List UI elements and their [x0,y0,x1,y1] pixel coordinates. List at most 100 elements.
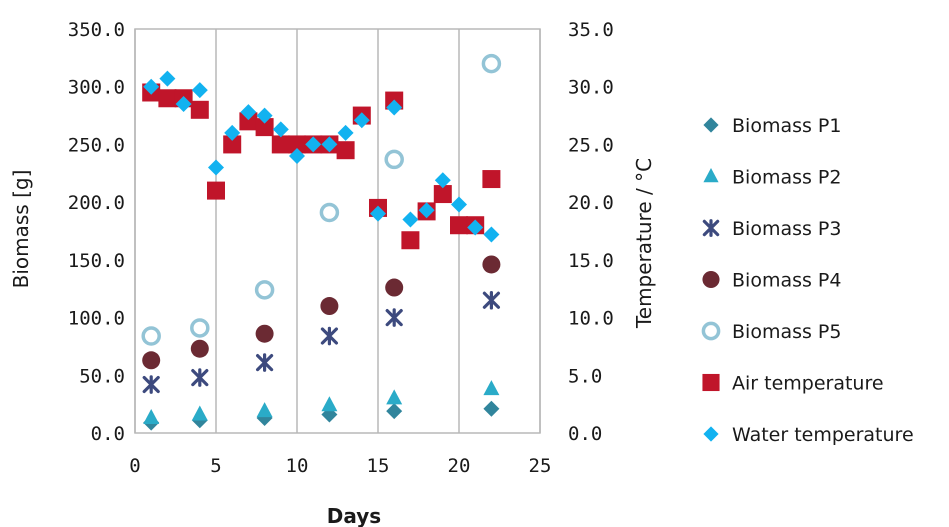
y2-tick-label: 5.0 [568,365,602,387]
x-tick-label: 15 [367,455,390,477]
data-point-biomass-p4 [190,339,209,358]
data-point-biomass-p3 [256,353,274,372]
legend-marker-biomass-p2 [703,167,719,183]
data-point-water-temperature [451,196,467,213]
data-point-water-temperature [337,124,354,141]
data-point-biomass-p2 [256,402,273,418]
axes: 0 5 10 15 20 250.050.0100.0150.0200.0250.0300… [68,19,614,477]
data-point-water-temperature [483,226,500,243]
data-point-water-temperature [289,147,305,164]
data-point-biomass-p4 [320,297,339,316]
y-tick-label: 150.0 [68,250,125,272]
data-point-water-temperature [434,172,451,189]
y2-tick-label: 0.0 [568,423,602,445]
data-point-water-temperature [386,99,403,116]
y2-tick-label: 30.0 [568,77,614,99]
legend-marker-biomass-p5 [701,321,721,341]
data-point-biomass-p4 [142,351,161,370]
data-point-water-temperature [143,78,160,95]
data-point-water-temperature [418,202,435,219]
data-point-water-temperature [240,104,257,121]
legend-marker-air-temperature [702,373,720,392]
data-point-water-temperature [467,219,484,236]
legend-label-biomass-p5: Biomass P5 [732,321,841,343]
data-point-air-temperature [450,216,468,235]
data-point-air-temperature [190,100,209,119]
data-point-water-temperature [191,82,208,99]
legend-label-biomass-p2: Biomass P2 [732,167,841,189]
legend-label-biomass-p4: Biomass P4 [732,270,841,292]
data-point-biomass-p3 [191,368,209,387]
data-point-biomass-p2 [143,408,160,424]
data-point-biomass-p3 [482,290,500,310]
data-point-biomass-p4 [255,324,274,343]
data-point-biomass-p1 [483,400,500,417]
y-tick-label: 100.0 [68,308,125,330]
data-point-air-temperature [401,231,420,250]
data-point-air-temperature [255,118,274,137]
y-tick-label: 250.0 [68,134,125,156]
y-tick-label: 300.0 [68,77,125,99]
data-point-water-temperature [402,211,419,228]
data-point-biomass-p5 [384,149,404,170]
x-tick-label: 0 [129,455,140,477]
y-tick-label: 50.0 [79,365,125,387]
data-point-biomass-p2 [321,396,338,412]
data-point-water-temperature [208,159,224,176]
data-point-biomass-p3 [142,375,160,394]
data-point-biomass-p4 [482,255,501,274]
data-point-biomass-p5 [319,202,340,223]
y-axis-title: Biomass [g] [9,170,33,289]
data-point-water-temperature [321,136,338,153]
data-point-air-temperature [336,141,355,160]
legend: Biomass P1 Biomass P2 Biomass P3 Biomass P4… [701,115,914,446]
y2-tick-label: 20.0 [568,192,614,214]
data-point-air-temperature [158,89,177,108]
x-tick-label: 20 [448,455,471,477]
data-point-air-temperature [482,170,501,189]
data-point-biomass-p5 [190,318,210,338]
data-point-air-temperature [288,135,306,154]
data-point-air-temperature [223,135,242,154]
data-point-biomass-p5 [141,326,161,346]
y2-tick-label: 10.0 [568,308,614,330]
data-point-air-temperature [433,185,452,204]
data-point-air-temperature [207,181,225,200]
data-point-water-temperature [159,70,176,87]
legend-label-air-temperature: Air temperature [732,373,884,395]
legend-marker-water-temperature [703,426,719,442]
data-point-biomass-p2 [483,380,500,396]
data-point-water-temperature [175,96,192,113]
data-point-air-temperature [239,112,258,131]
data-point-water-temperature [272,121,289,138]
data-point-water-temperature [353,112,370,129]
x-tick-label: 5 [210,455,221,477]
plot-area [141,53,502,431]
y-tick-label: 0.0 [91,423,125,445]
x-axis-title: Days [327,504,381,527]
grid [134,28,541,434]
data-point-air-temperature [271,135,290,154]
legend-label-water-temperature: Water temperature [732,424,914,446]
data-point-biomass-p4 [385,278,404,297]
y2-tick-label: 35.0 [568,19,614,41]
data-point-water-temperature [224,124,241,141]
y2-axis-title: Temperature / °C [632,158,656,329]
data-point-biomass-p3 [385,308,403,327]
legend-label-biomass-p3: Biomass P3 [732,218,841,240]
x-tick-label: 25 [529,455,552,477]
y-tick-label: 350.0 [68,19,125,41]
data-point-biomass-p2 [386,389,403,405]
data-point-water-temperature [370,205,386,222]
y2-tick-label: 15.0 [568,250,614,272]
x-tick-label: 10 [286,455,309,477]
data-point-water-temperature [305,136,322,153]
data-point-biomass-p2 [191,405,208,421]
y-tick-label: 200.0 [68,192,125,214]
data-point-biomass-p5 [254,280,275,300]
legend-label-biomass-p1: Biomass P1 [732,115,841,137]
data-point-water-temperature [256,107,273,124]
y2-tick-label: 25.0 [568,134,614,156]
data-point-biomass-p1 [386,403,403,420]
